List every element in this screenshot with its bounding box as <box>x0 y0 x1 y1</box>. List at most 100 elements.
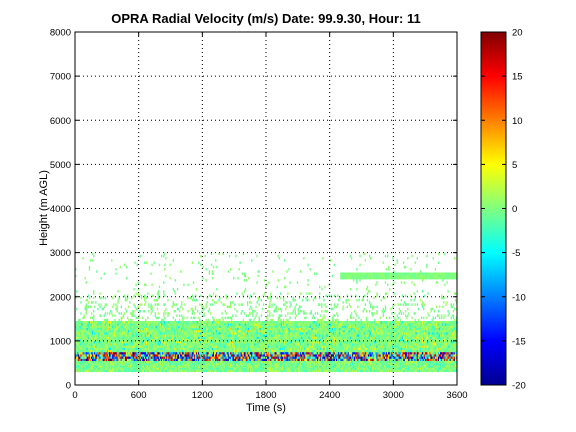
heatmap-cell <box>261 338 264 342</box>
heatmap-cell <box>177 349 180 353</box>
heatmap-cell <box>222 343 224 346</box>
heatmap-cell <box>166 354 168 357</box>
heatmap-cell <box>224 365 226 368</box>
heatmap-cell <box>168 327 170 331</box>
heatmap-cell <box>141 323 144 326</box>
heatmap-cell <box>102 351 104 355</box>
heatmap-cell <box>83 321 85 324</box>
heatmap-cell <box>77 343 79 346</box>
heatmap-cell <box>200 367 202 370</box>
heatmap-cell <box>209 336 212 339</box>
heatmap-cell <box>256 281 258 284</box>
heatmap-cell <box>228 332 231 335</box>
heatmap-cell <box>100 365 102 368</box>
heatmap-cell <box>97 323 99 326</box>
heatmap-cell <box>131 343 133 346</box>
heatmap-cell <box>138 365 141 368</box>
heatmap-cell <box>256 360 258 364</box>
heatmap-cell <box>95 351 97 355</box>
heatmap-cell <box>118 329 120 333</box>
heatmap-cell <box>169 343 171 346</box>
heatmap-cell <box>173 336 176 339</box>
heatmap-cell <box>269 327 271 331</box>
heatmap-cell <box>267 314 269 317</box>
heatmap-cell <box>188 358 190 362</box>
heatmap-cell <box>210 351 213 355</box>
heatmap-cell <box>258 329 260 333</box>
heatmap-cell <box>122 314 125 317</box>
heatmap-cell <box>107 360 110 364</box>
heatmap-cell <box>181 338 183 342</box>
heatmap-cell <box>188 356 190 359</box>
heatmap-cell <box>235 365 237 368</box>
heatmap-cell <box>112 360 114 364</box>
heatmap-cell <box>101 345 103 348</box>
heatmap-cell <box>156 298 159 302</box>
heatmap-cell <box>129 369 131 373</box>
heatmap-cell <box>207 321 209 324</box>
heatmap-cell <box>104 365 107 368</box>
heatmap-cell <box>226 334 229 337</box>
heatmap-cell <box>210 329 213 333</box>
heatmap-cell <box>218 351 220 355</box>
heatmap-cell <box>216 343 218 346</box>
heatmap-cell <box>192 340 195 344</box>
heatmap-cell <box>267 362 269 366</box>
heatmap-cell <box>272 347 274 350</box>
heatmap-cell <box>93 334 95 337</box>
heatmap-cell <box>78 365 80 368</box>
heatmap-cell <box>242 325 245 328</box>
heatmap-cell <box>107 351 110 355</box>
heatmap-cell <box>152 327 154 331</box>
heatmap-cell <box>131 360 133 364</box>
heatmap-cell <box>258 354 260 357</box>
heatmap-cell <box>258 347 260 350</box>
heatmap-cell <box>99 347 101 350</box>
heatmap-cell <box>111 329 113 333</box>
heatmap-cell <box>147 329 149 333</box>
heatmap-cell <box>190 347 193 350</box>
heatmap-cell <box>209 325 212 328</box>
heatmap-cell <box>182 362 184 366</box>
heatmap-cell <box>119 365 121 368</box>
heatmap-cell <box>105 321 108 324</box>
heatmap-cell <box>111 321 113 324</box>
heatmap-cell <box>237 321 239 324</box>
heatmap-cell <box>255 367 257 370</box>
heatmap-cell <box>151 360 153 364</box>
heatmap-cell <box>226 362 229 366</box>
heatmap-cell <box>93 345 95 348</box>
heatmap-cell <box>193 336 196 339</box>
heatmap-cell <box>185 336 187 339</box>
heatmap-cell <box>244 365 247 368</box>
heatmap-cell <box>176 329 179 333</box>
heatmap-cell <box>170 325 172 328</box>
heatmap-cell <box>268 321 270 324</box>
heatmap-cell <box>121 329 124 333</box>
heatmap-cell <box>108 338 111 342</box>
heatmap-cell <box>126 296 129 300</box>
heatmap-cell <box>95 369 97 373</box>
heatmap-cell <box>275 325 277 328</box>
heatmap-cell <box>104 358 107 362</box>
heatmap-cell <box>274 332 276 335</box>
heatmap-cell <box>81 369 83 373</box>
heatmap-cell <box>194 367 197 370</box>
heatmap-cell <box>86 325 89 328</box>
heatmap-cell <box>216 338 218 342</box>
heatmap-cell <box>105 327 108 331</box>
heatmap-cell <box>98 332 100 335</box>
heatmap-cell <box>98 345 100 348</box>
heatmap-cell <box>91 345 94 348</box>
heatmap-cell <box>175 365 178 368</box>
heatmap-cell <box>267 349 269 353</box>
heatmap-cell <box>166 334 168 337</box>
heatmap-cell <box>208 338 211 342</box>
heatmap-cell <box>232 301 234 304</box>
heatmap-cell <box>96 367 98 370</box>
heatmap-cell <box>180 321 182 324</box>
heatmap-cell <box>244 336 247 339</box>
heatmap-cell <box>279 358 282 362</box>
heatmap-cell <box>129 358 131 362</box>
heatmap-cell <box>242 334 245 337</box>
